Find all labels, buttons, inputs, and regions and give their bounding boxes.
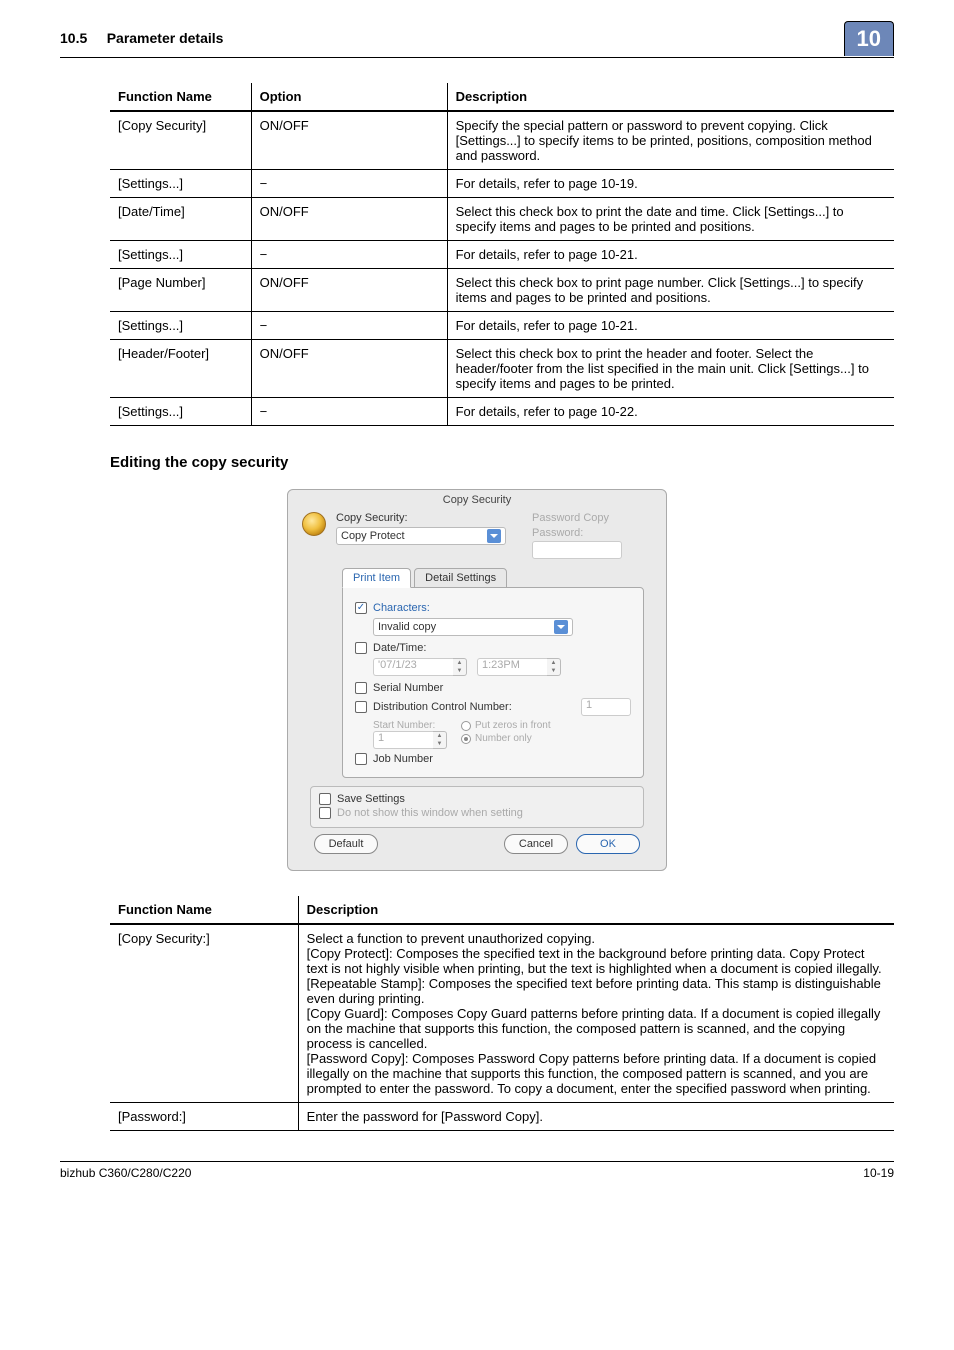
datetime-label: Date/Time:	[373, 642, 426, 654]
table-cell: Select this check box to print the date …	[447, 198, 894, 241]
table-cell: −	[251, 170, 447, 198]
cancel-button[interactable]: Cancel	[504, 834, 568, 854]
footer-model: bizhub C360/C280/C220	[60, 1166, 191, 1180]
dist-input: 1	[581, 698, 631, 716]
table-row: [Copy Security]ON/OFFSpecify the special…	[110, 111, 894, 170]
table-cell: [Copy Security:]	[110, 924, 298, 1103]
table-cell: For details, refer to page 10-22.	[447, 398, 894, 426]
table-cell: [Password:]	[110, 1103, 298, 1131]
do-not-show-checkbox	[319, 807, 331, 819]
copy-security-label: Copy Security:	[336, 512, 522, 524]
save-settings-checkbox[interactable]	[319, 793, 331, 805]
table-cell: Select this check box to print the heade…	[447, 340, 894, 398]
table-row: [Header/Footer]ON/OFFSelect this check b…	[110, 340, 894, 398]
table-row: [Date/Time]ON/OFFSelect this check box t…	[110, 198, 894, 241]
table-row: [Settings...]−For details, refer to page…	[110, 241, 894, 269]
date-stepper: ▲▼	[453, 658, 467, 676]
dist-checkbox[interactable]	[355, 701, 367, 713]
table-cell: ON/OFF	[251, 111, 447, 170]
radio-number-only	[461, 734, 471, 744]
table-row: [Page Number]ON/OFFSelect this check box…	[110, 269, 894, 312]
table-cell: −	[251, 241, 447, 269]
tab-print-item[interactable]: Print Item	[342, 568, 411, 588]
chevron-down-icon	[554, 620, 568, 634]
serial-checkbox[interactable]	[355, 682, 367, 694]
table-cell: For details, refer to page 10-21.	[447, 241, 894, 269]
table-cell: Select a function to prevent unauthorize…	[298, 924, 894, 1103]
chapter-badge: 10	[844, 21, 894, 56]
ok-button[interactable]: OK	[576, 834, 640, 854]
start-number-stepper: ▲▼	[433, 731, 447, 749]
datetime-checkbox[interactable]	[355, 642, 367, 654]
copy-security-dialog: Copy Security Copy Security: Copy Protec…	[287, 489, 667, 871]
parameter-table: Function Name Option Description [Copy S…	[110, 83, 894, 426]
col2-function-name: Function Name	[110, 896, 298, 924]
save-settings-label: Save Settings	[337, 793, 405, 805]
table-row: [Settings...]−For details, refer to page…	[110, 170, 894, 198]
table-cell: Specify the special pattern or password …	[447, 111, 894, 170]
table-cell: [Header/Footer]	[110, 340, 251, 398]
col2-description: Description	[298, 896, 894, 924]
table-cell: −	[251, 398, 447, 426]
page-footer: bizhub C360/C280/C220 10-19	[60, 1161, 894, 1180]
table-cell: For details, refer to page 10-19.	[447, 170, 894, 198]
table-cell: For details, refer to page 10-21.	[447, 312, 894, 340]
characters-label: Characters:	[373, 602, 430, 614]
table-cell: Select this check box to print page numb…	[447, 269, 894, 312]
dialog-title: Copy Security	[288, 490, 666, 508]
date-input: '07/1/23	[373, 658, 453, 676]
copy-security-table: Function Name Description [Copy Security…	[110, 896, 894, 1131]
table-cell: [Settings...]	[110, 241, 251, 269]
table-cell: ON/OFF	[251, 198, 447, 241]
time-stepper: ▲▼	[547, 658, 561, 676]
section-number: 10.5	[60, 30, 87, 46]
copy-security-select[interactable]: Copy Protect	[336, 527, 506, 545]
password-copy-label: Password Copy	[532, 512, 652, 524]
table-cell: [Copy Security]	[110, 111, 251, 170]
table-cell: [Settings...]	[110, 398, 251, 426]
job-number-checkbox[interactable]	[355, 753, 367, 765]
table-cell: Enter the password for [Password Copy].	[298, 1103, 894, 1131]
page-header: 10.5 Parameter details 10	[60, 20, 894, 58]
table-cell: ON/OFF	[251, 269, 447, 312]
table-row: [Copy Security:]Select a function to pre…	[110, 924, 894, 1103]
default-button[interactable]: Default	[314, 834, 378, 854]
radio-zeros	[461, 721, 471, 731]
table-cell: [Settings...]	[110, 312, 251, 340]
tab-row: Print Item Detail Settings	[342, 567, 652, 587]
password-label: Password:	[532, 527, 652, 539]
tab-detail-settings[interactable]: Detail Settings	[414, 568, 507, 588]
col-description: Description	[447, 83, 894, 111]
section-title: Parameter details	[107, 30, 224, 46]
serial-label: Serial Number	[373, 682, 443, 694]
characters-checkbox[interactable]	[355, 602, 367, 614]
characters-select[interactable]: Invalid copy	[373, 618, 573, 636]
job-number-label: Job Number	[373, 753, 433, 765]
dist-label: Distribution Control Number:	[373, 701, 512, 713]
table-row: [Password:]Enter the password for [Passw…	[110, 1103, 894, 1131]
chevron-down-icon	[487, 529, 501, 543]
table-cell: −	[251, 312, 447, 340]
dialog-icon	[302, 512, 326, 536]
time-input: 1:23PM	[477, 658, 547, 676]
footer-page: 10-19	[863, 1166, 894, 1180]
table-cell: ON/OFF	[251, 340, 447, 398]
table-cell: [Page Number]	[110, 269, 251, 312]
table-cell: [Date/Time]	[110, 198, 251, 241]
print-item-pane: Characters: Invalid copy Date/Time: '07/…	[342, 587, 644, 778]
password-input	[532, 541, 622, 559]
do-not-show-label: Do not show this window when setting	[337, 807, 523, 819]
col-function-name: Function Name	[110, 83, 251, 111]
start-number-input: 1	[373, 731, 433, 749]
table-cell: [Settings...]	[110, 170, 251, 198]
subheading: Editing the copy security	[110, 454, 894, 471]
table-row: [Settings...]−For details, refer to page…	[110, 312, 894, 340]
table-row: [Settings...]−For details, refer to page…	[110, 398, 894, 426]
col-option: Option	[251, 83, 447, 111]
start-number-label: Start Number:	[373, 720, 447, 731]
